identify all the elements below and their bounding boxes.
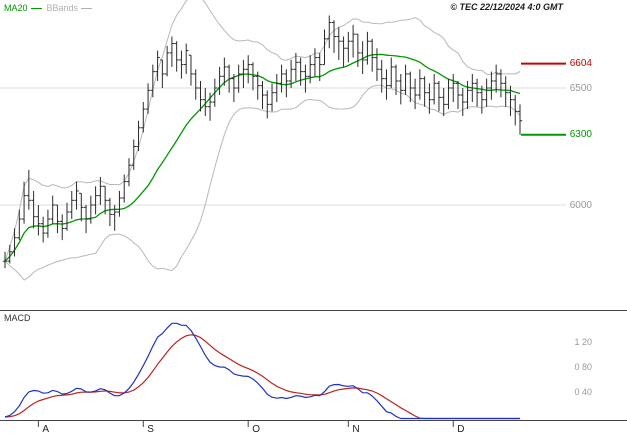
copyright-stamp: © TEC 22/12/2024 4:0 GMT — [450, 2, 563, 12]
macd-scale-label-high: 1 20 — [574, 337, 592, 347]
price-label-resistance: 6604 — [569, 58, 592, 70]
x-axis-label-august: A — [42, 424, 50, 435]
legend-ma20-label: MA20 — [4, 3, 28, 13]
macd-panel-title: MACD — [4, 313, 31, 323]
ma20-line-swatch — [30, 7, 42, 9]
price-label-support: 6300 — [569, 129, 592, 141]
legend-bbands: BBands — [47, 3, 93, 13]
price-label-6500: 6500 — [569, 82, 592, 94]
bbands-line-swatch — [81, 7, 93, 9]
x-axis-label-september: S — [147, 424, 154, 435]
legend-bbands-label: BBands — [46, 3, 79, 13]
legend: MA20 BBands — [4, 3, 93, 13]
x-axis-label-october: O — [252, 424, 260, 435]
macd-scale-label-mid: 0 80 — [574, 362, 592, 372]
price-label-6000: 6000 — [569, 199, 592, 211]
macd-scale-label-low: 0 40 — [574, 387, 592, 397]
x-axis-label-november: N — [352, 424, 360, 435]
x-axis-label-december: D — [457, 424, 465, 435]
legend-ma20: MA20 — [4, 3, 42, 13]
